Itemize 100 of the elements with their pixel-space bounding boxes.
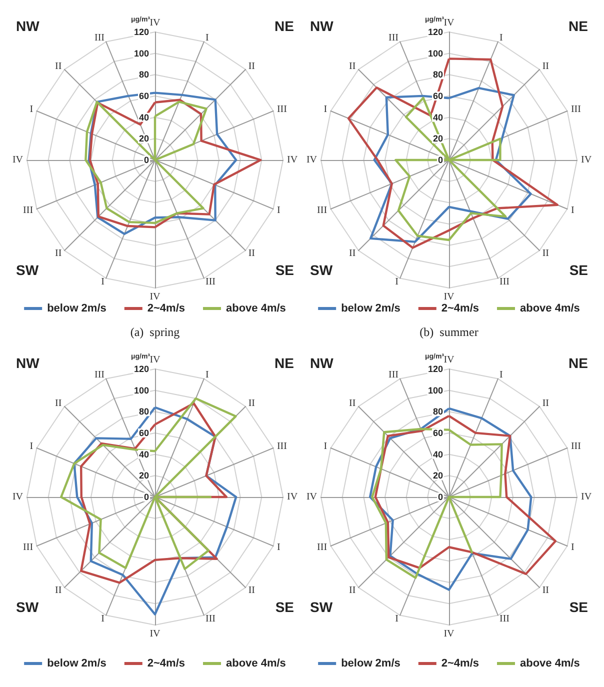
y-tick-label: 20 (138, 470, 149, 481)
legend-label: above 4m/s (520, 658, 580, 670)
spoke-label: II (54, 398, 62, 410)
legend-label: 2~4m/s (147, 302, 186, 314)
text: SE (569, 262, 588, 278)
spoke-label: IV (444, 18, 456, 28)
text: (a) spring (130, 325, 180, 339)
legend-label: below 2m/s (47, 658, 106, 670)
spoke-label: I (206, 370, 209, 381)
text: SW (16, 599, 40, 615)
spoke-label: III (500, 276, 510, 288)
text: SE (569, 599, 588, 615)
y-tick-label: 80 (138, 70, 149, 80)
spoke-label: IV (150, 354, 162, 366)
spoke-label: III (206, 276, 216, 288)
text: (b) summer (420, 325, 478, 339)
spoke-label: I (30, 104, 34, 115)
text: NW (310, 18, 334, 34)
spoke-label: III (94, 32, 104, 44)
spoke-label: IV (150, 292, 162, 302)
y-tick-label: 100 (134, 48, 149, 58)
spoke-label: II (542, 398, 550, 410)
spoke-label: IV (150, 628, 162, 640)
spoke-label: I (395, 276, 398, 288)
spoke-label: II (348, 61, 356, 72)
legend-label: above 4m/s (226, 658, 286, 670)
legend-label: 2~4m/s (441, 302, 480, 314)
y-tick-label: 0 (144, 492, 149, 502)
spoke-label: IV (150, 18, 162, 28)
legend-label: above 4m/s (226, 302, 286, 314)
y-tick-label: 20 (432, 134, 443, 144)
spoke-label: I (570, 542, 574, 554)
spoke-label: III (317, 205, 328, 216)
spoke-label: I (395, 613, 398, 624)
spoke-label: IV (444, 292, 456, 302)
text: SW (16, 262, 40, 278)
text: SW (310, 262, 334, 278)
y-tick-label: 40 (138, 449, 149, 460)
text: SW (310, 599, 334, 615)
spoke-label: III (206, 613, 216, 624)
y-tick-label: 60 (432, 91, 443, 101)
spoke-label: II (248, 248, 256, 259)
spoke-label: II (348, 584, 356, 596)
y-tick-label: 40 (138, 112, 149, 122)
spoke-label: IV (287, 154, 298, 166)
y-tick-label: 20 (432, 470, 443, 481)
spoke-label: I (324, 440, 328, 452)
spoke-label: IV (12, 154, 24, 166)
spoke-label: III (388, 370, 398, 381)
text: SE (275, 262, 294, 278)
spoke-label: III (388, 32, 398, 44)
text: NE (568, 355, 588, 371)
y-tick-label: 80 (432, 70, 443, 80)
y-tick-label: 40 (432, 449, 443, 460)
spoke-label: I (30, 440, 34, 452)
spoke-label: I (276, 542, 280, 554)
spoke-label: II (248, 584, 256, 596)
spoke-label: II (54, 584, 62, 596)
y-tick-label: 40 (432, 112, 443, 122)
text: NE (568, 18, 588, 34)
spoke-label: II (348, 398, 356, 410)
y-tick-label: 120 (428, 27, 443, 37)
spoke-label: II (542, 584, 550, 596)
spoke-label: II (54, 248, 62, 259)
spoke-label: IV (306, 154, 318, 166)
y-tick-label: 120 (134, 364, 149, 374)
spoke-label: II (248, 61, 256, 72)
spoke-label: III (23, 542, 34, 554)
y-tick-label: 60 (138, 428, 149, 438)
spoke-label: I (101, 613, 104, 624)
spoke-label: III (276, 440, 287, 452)
text: NE (274, 355, 294, 371)
text: SE (275, 599, 294, 615)
spoke-label: I (500, 370, 503, 381)
legend-label: below 2m/s (341, 658, 400, 670)
legend-label: 2~4m/s (441, 658, 480, 670)
spoke-label: I (101, 276, 104, 288)
spoke-label: IV (287, 492, 298, 502)
spoke-label: I (206, 32, 209, 44)
y-tick-label: 0 (438, 155, 443, 165)
text: NE (274, 18, 294, 34)
y-tick-label: 100 (428, 385, 443, 396)
spoke-label: III (94, 370, 104, 381)
spoke-label: II (248, 398, 256, 410)
spoke-label: I (324, 104, 328, 115)
text: NW (16, 355, 40, 371)
spoke-label: III (570, 104, 581, 115)
spoke-label: III (317, 542, 328, 554)
y-tick-label: 80 (138, 406, 149, 417)
text: NW (16, 18, 40, 34)
spoke-label: III (23, 205, 34, 216)
y-tick-label: 0 (438, 492, 443, 502)
spoke-label: I (570, 205, 574, 216)
spoke-label: IV (12, 492, 24, 502)
spoke-label: IV (306, 492, 318, 502)
y-tick-label: 80 (432, 406, 443, 417)
legend-label: above 4m/s (520, 302, 580, 314)
spoke-label: IV (444, 628, 456, 640)
spoke-label: II (542, 61, 550, 72)
y-tick-label: 60 (432, 428, 443, 438)
